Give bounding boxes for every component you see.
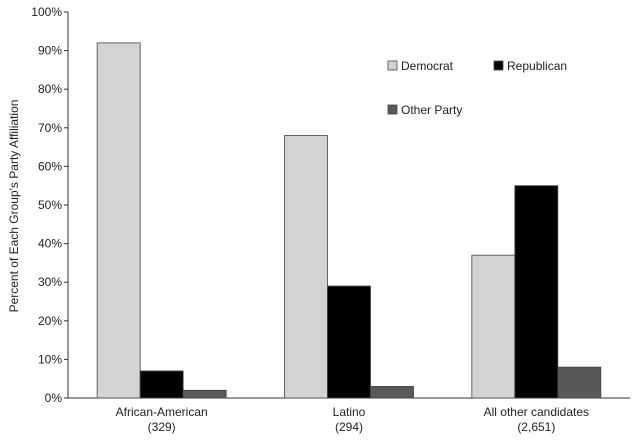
legend-label: Republican <box>507 59 567 73</box>
y-tick-label: 90% <box>38 44 62 58</box>
bar-other-party-1 <box>370 386 414 399</box>
y-tick-label: 70% <box>38 121 62 135</box>
bar-other-party-0 <box>182 389 227 399</box>
bar-republican-2 <box>514 185 559 399</box>
bar-other-party-2 <box>557 366 602 399</box>
legend-swatch-other-party <box>387 104 398 115</box>
bar-democrat-0 <box>96 42 141 399</box>
category-count-label: (329) <box>148 420 176 434</box>
bar-republican-1 <box>327 285 371 399</box>
legend-swatch-democrat <box>387 60 398 71</box>
y-tick-label: 30% <box>38 275 62 289</box>
legend: Democrat Republican Other Party <box>387 59 567 117</box>
y-tick-label: 50% <box>38 198 62 212</box>
y-axis-ticks: 0% 10% 20% 30% 40% 50% 60% 70% 80% 90% 100% <box>31 5 68 405</box>
category-count-label: (294) <box>335 420 363 434</box>
y-tick-label: 0% <box>45 391 63 405</box>
legend-label: Democrat <box>401 59 454 73</box>
bars <box>96 42 602 399</box>
y-tick-label: 20% <box>38 314 62 328</box>
y-tick-label: 100% <box>31 5 62 19</box>
y-tick-label: 40% <box>38 237 62 251</box>
y-tick-label: 60% <box>38 159 62 173</box>
category-label: Latino <box>333 405 366 419</box>
bar-democrat-2 <box>471 254 516 399</box>
y-axis-label: Percent of Each Group's Party Affiliatio… <box>7 100 21 313</box>
category-label: African-American <box>116 405 208 419</box>
category-labels: African-American(329) Latino(294) All othe… <box>116 405 589 434</box>
legend-swatch-republican <box>493 60 504 71</box>
y-tick-label: 10% <box>38 352 62 366</box>
category-count-label: (2,651) <box>517 420 555 434</box>
bar-republican-0 <box>139 370 184 399</box>
y-tick-label: 80% <box>38 82 62 96</box>
bar-democrat-1 <box>284 135 328 399</box>
category-label: All other candidates <box>484 405 589 419</box>
legend-label: Other Party <box>401 103 462 117</box>
